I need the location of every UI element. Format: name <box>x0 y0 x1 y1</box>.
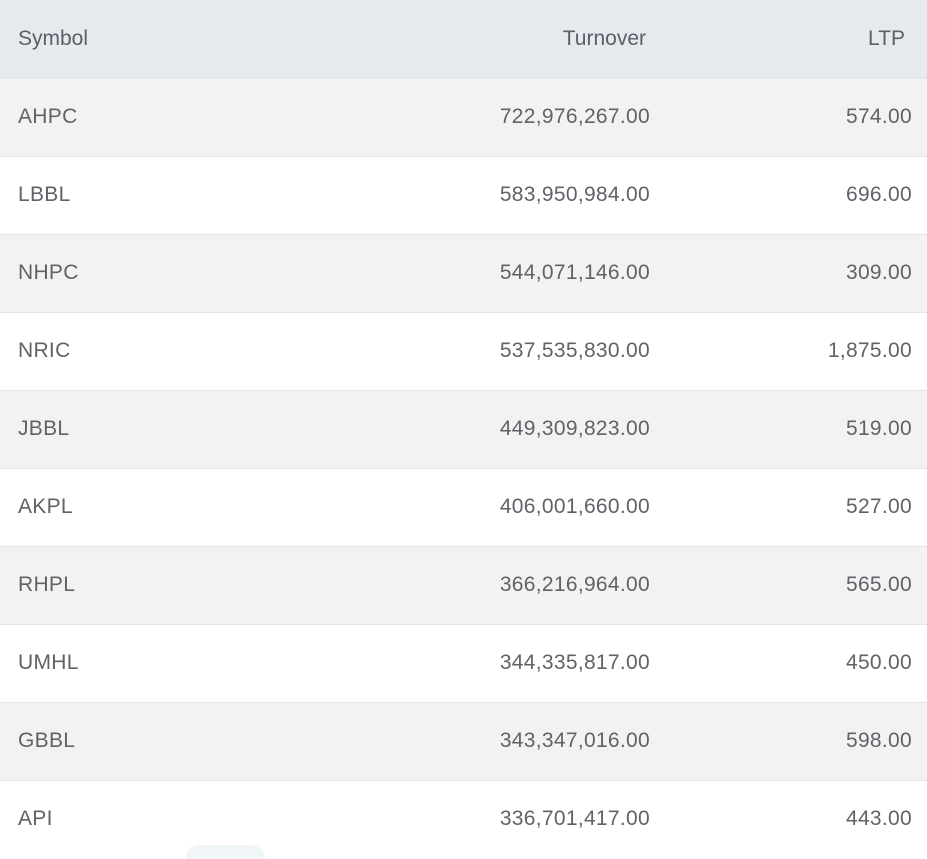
ltp-cell: 519.00 <box>845 417 912 440</box>
symbol-cell: AKPL <box>18 495 73 518</box>
table-body: AHPC 722,976,267.00 574.00 LBBL 583,950,… <box>0 78 927 858</box>
symbol-cell: AHPC <box>18 105 78 128</box>
table-row[interactable]: AKPL 406,001,660.00 527.00 <box>0 468 927 546</box>
ltp-cell: 443.00 <box>845 807 912 831</box>
symbol-cell: RHPL <box>18 573 76 596</box>
ltp-cell: 598.00 <box>845 729 912 752</box>
turnover-cell: 366,216,964.00 <box>499 573 650 596</box>
ltp-cell: 565.00 <box>845 573 912 596</box>
column-header-symbol[interactable]: Symbol <box>18 26 89 50</box>
table-row[interactable]: AHPC 722,976,267.00 574.00 <box>0 78 927 156</box>
table-row[interactable]: GBBL 343,347,016.00 598.00 <box>0 702 927 780</box>
ltp-cell: 309.00 <box>845 261 912 284</box>
symbol-cell: UMHL <box>18 651 79 674</box>
symbol-cell: NRIC <box>18 339 71 362</box>
table-row[interactable]: API 336,701,417.00 443.00 <box>0 780 927 858</box>
table-row[interactable]: RHPL 366,216,964.00 565.00 <box>0 546 927 624</box>
turnover-cell: 336,701,417.00 <box>499 807 650 831</box>
ltp-cell: 574.00 <box>845 105 912 128</box>
table-row[interactable]: UMHL 344,335,817.00 450.00 <box>0 624 927 702</box>
symbol-cell: API <box>18 807 53 831</box>
turnover-cell: 537,535,830.00 <box>499 339 650 362</box>
ltp-cell: 1,875.00 <box>827 339 912 362</box>
turnover-cell: 343,347,016.00 <box>499 729 650 752</box>
ltp-cell: 450.00 <box>845 651 912 674</box>
symbol-cell: NHPC <box>18 261 79 284</box>
table-row[interactable]: NHPC 544,071,146.00 309.00 <box>0 234 927 312</box>
header-row: Symbol Turnover LTP <box>0 0 927 78</box>
ltp-cell: 527.00 <box>845 495 912 518</box>
turnover-cell: 406,001,660.00 <box>499 495 650 518</box>
ltp-cell: 696.00 <box>845 183 912 206</box>
turnover-cell: 583,950,984.00 <box>499 183 650 206</box>
table-row[interactable]: JBBL 449,309,823.00 519.00 <box>0 390 927 468</box>
column-header-turnover[interactable]: Turnover <box>562 26 646 50</box>
turnover-cell: 722,976,267.00 <box>499 105 650 128</box>
turnover-cell: 344,335,817.00 <box>499 651 650 674</box>
turnover-cell: 449,309,823.00 <box>499 417 650 440</box>
symbol-cell: LBBL <box>18 183 71 206</box>
table-row[interactable]: LBBL 583,950,984.00 696.00 <box>0 156 927 234</box>
turnover-cell: 544,071,146.00 <box>499 261 650 284</box>
symbol-cell: GBBL <box>18 729 76 752</box>
bottom-decoration <box>185 845 265 859</box>
table-header: Symbol Turnover LTP <box>0 0 927 78</box>
table-row[interactable]: NRIC 537,535,830.00 1,875.00 <box>0 312 927 390</box>
column-header-ltp[interactable]: LTP <box>868 26 905 50</box>
symbol-cell: JBBL <box>18 417 70 440</box>
